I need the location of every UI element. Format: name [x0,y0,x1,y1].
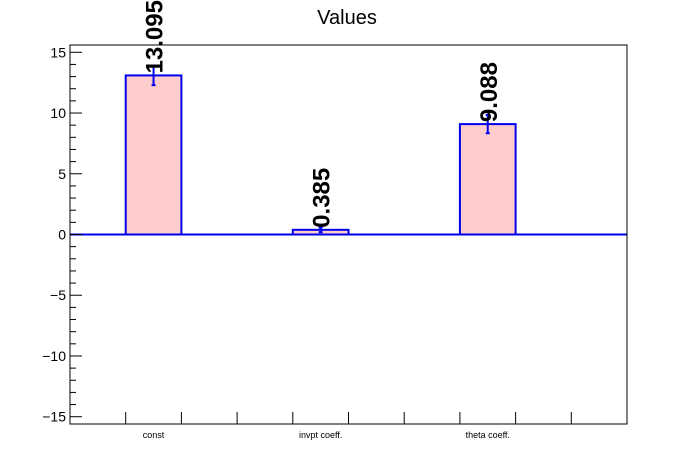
bar-0 [124,74,183,236]
labels-group: 13.095 const 0.385 invpt coeff. 9.088 theta c… [42,0,510,440]
y-tick-label-6: 15 [50,44,66,60]
x-tick-label-0: const [143,430,165,440]
data-label-1: 0.385 [309,168,336,228]
data-label-2: 9.088 [476,62,503,122]
y-tick-label-3: 0 [58,227,66,243]
y-tick-label-1: −10 [42,348,66,364]
y-tick-label-2: −5 [50,287,66,303]
bar-2 [458,123,517,236]
y-tick-label-5: 10 [50,105,66,121]
data-label-0: 13.095 [142,0,169,73]
bars-group [70,64,627,236]
y-tick-label-4: 5 [58,166,66,182]
x-tick-label-1: invpt coeff. [299,430,342,440]
y-tick-label-0: −15 [42,409,66,425]
chart-title: Values [317,7,377,29]
x-tick-label-2: theta coeff. [466,430,510,440]
axes-group [69,44,628,425]
